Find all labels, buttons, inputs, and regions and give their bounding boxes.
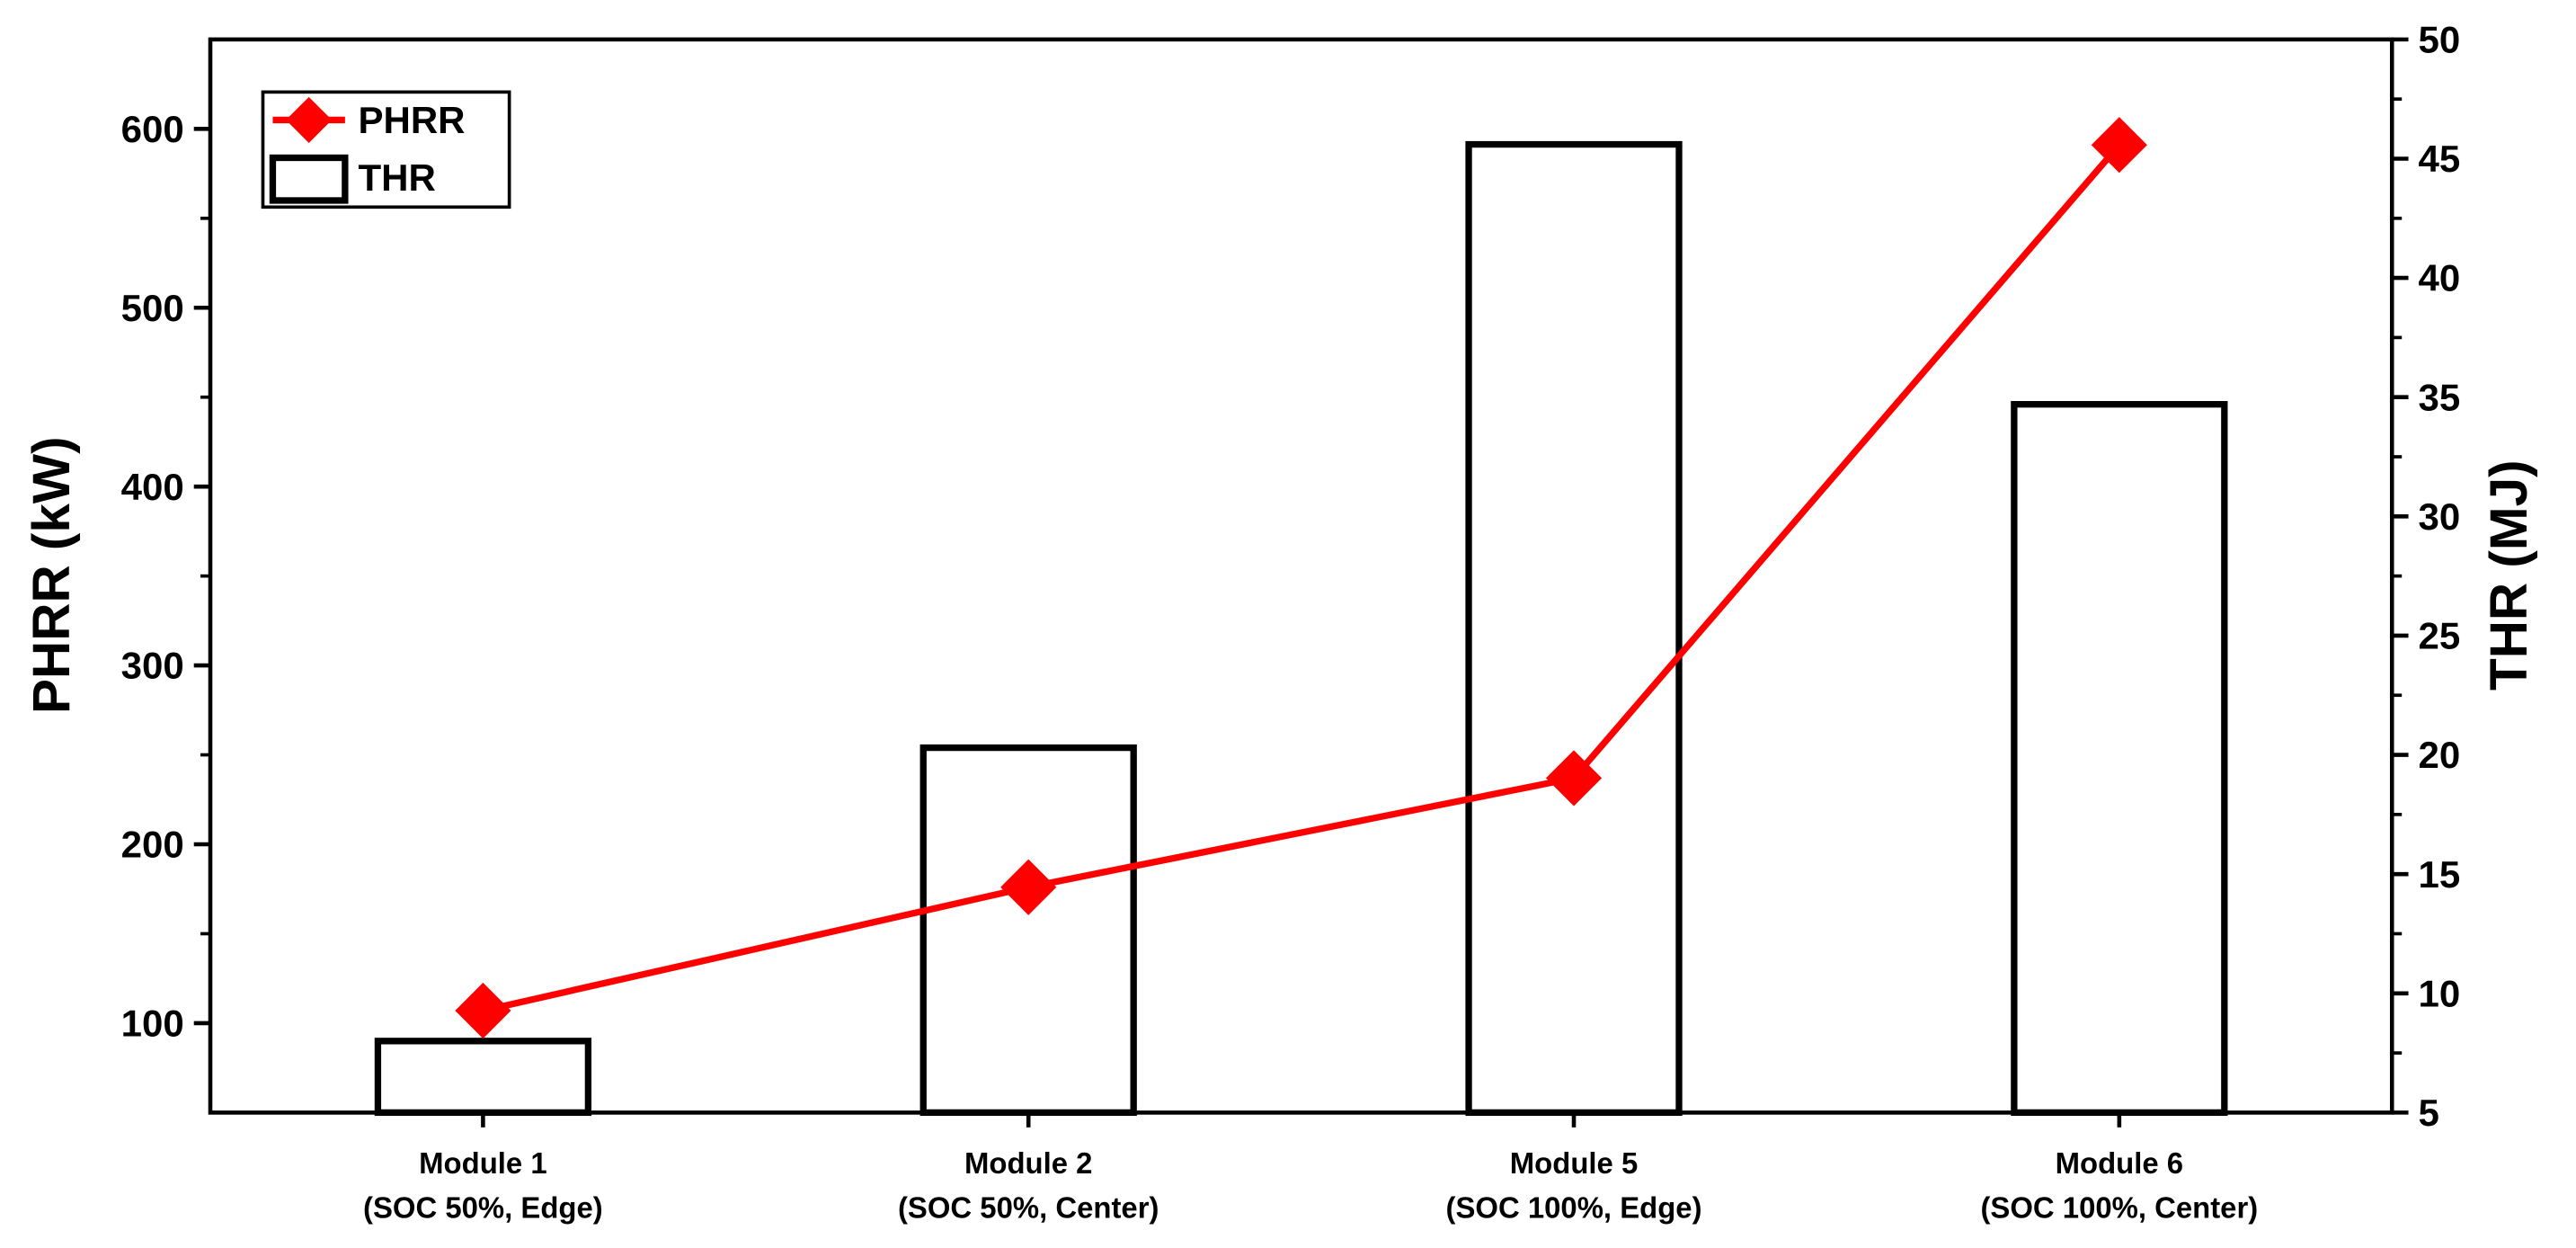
y-tick-label: 300 <box>121 645 184 687</box>
bar <box>919 744 1137 1117</box>
legend-marker <box>286 96 333 144</box>
line <box>482 142 2122 1014</box>
bar <box>1465 140 1683 1117</box>
y2-tick-label: 35 <box>2418 376 2460 418</box>
y-tick-label: 600 <box>121 108 184 150</box>
y2-tick-label: 10 <box>2418 972 2460 1014</box>
bar <box>374 1038 592 1117</box>
y-tick-label: 400 <box>121 466 184 508</box>
y-axis-title: PHRR (kW) <box>22 436 81 714</box>
y2-tick-label: 45 <box>2418 138 2460 180</box>
y2-tick-label: 15 <box>2418 853 2460 896</box>
y2-axis-title: THR (MJ) <box>2480 459 2538 691</box>
legend-swatch <box>269 154 349 204</box>
y2-tick-label: 40 <box>2418 257 2460 299</box>
marker <box>455 982 511 1039</box>
y2-tick-label: 5 <box>2418 1092 2438 1134</box>
x-tick-label: Module 2 (SOC 50%, Center) <box>898 1146 1159 1224</box>
y-tick-label: 200 <box>121 824 184 866</box>
legend-label: PHRR <box>358 99 465 141</box>
y2-tick-label: 30 <box>2418 495 2460 538</box>
x-tick-label: Module 1 (SOC 50%, Edge) <box>363 1146 603 1224</box>
y-tick-label: 500 <box>121 287 184 329</box>
x-tick-label: Module 6 (SOC 100%, Center) <box>1980 1146 2258 1224</box>
bar <box>2011 401 2228 1117</box>
y2-tick-label: 25 <box>2418 615 2460 657</box>
marker <box>1545 750 1603 807</box>
y2-tick-label: 50 <box>2418 18 2460 60</box>
y2-tick-label: 20 <box>2418 734 2460 776</box>
legend-label: THR <box>358 156 435 199</box>
marker <box>1000 859 1057 915</box>
y-tick-label: 100 <box>121 1003 184 1045</box>
x-tick-label: Module 5 (SOC 100%, Edge) <box>1446 1146 1702 1224</box>
